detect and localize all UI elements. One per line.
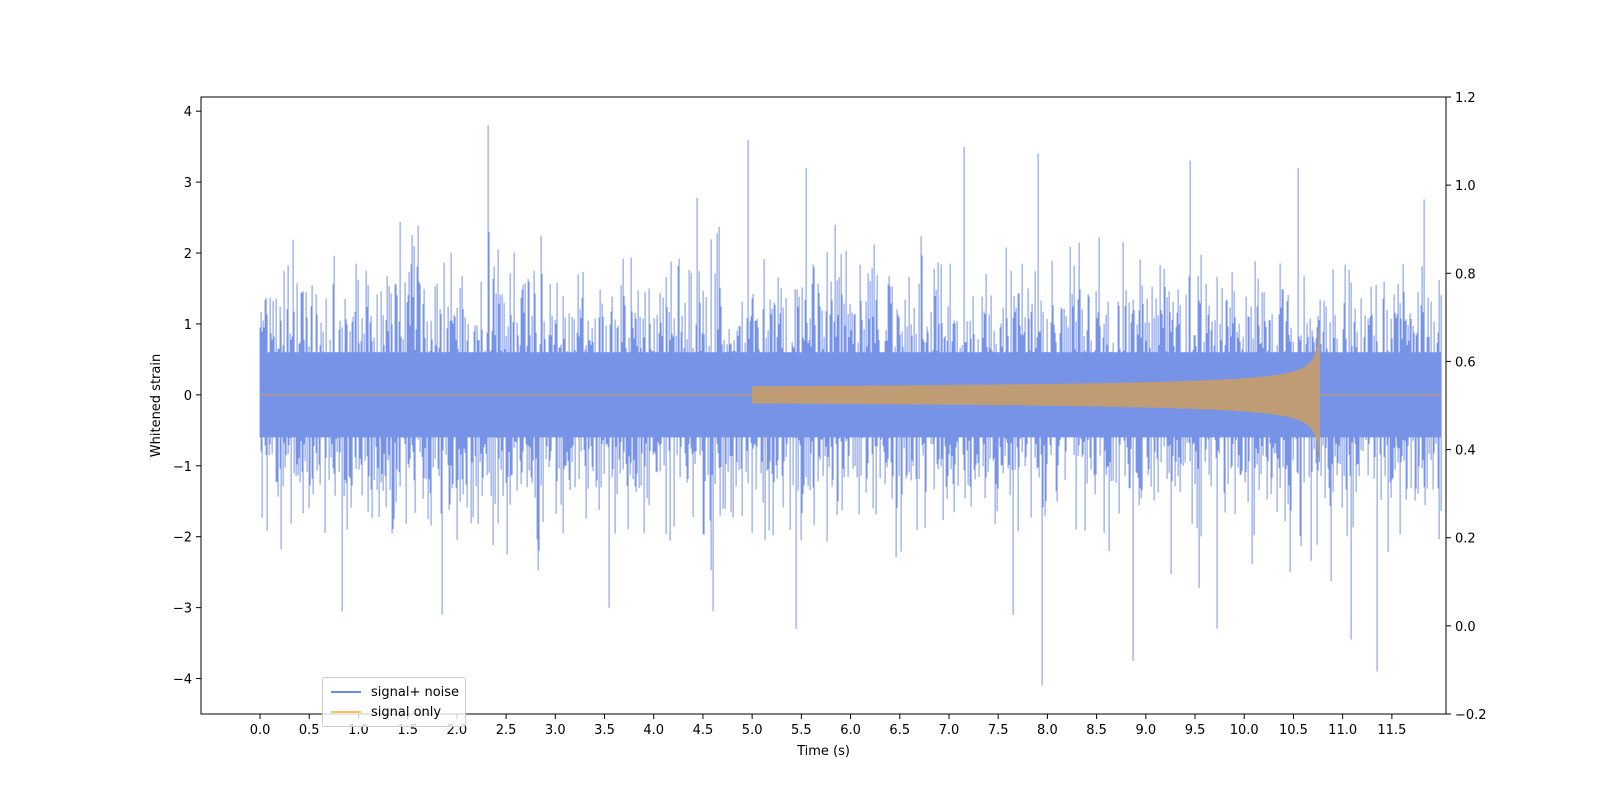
x-tick-label: 8.0 bbox=[1037, 723, 1058, 738]
legend-swatch-signal-only bbox=[331, 711, 361, 713]
x-tick-label: 3.5 bbox=[594, 723, 615, 738]
legend-item-signal-noise: signal+ noise bbox=[331, 683, 459, 701]
y-axis-label: Whitened strain bbox=[149, 354, 164, 457]
x-tick-label: 2.5 bbox=[496, 723, 517, 738]
legend-swatch-signal-noise bbox=[331, 691, 361, 693]
y-axis-left: 4 3 2 1 0 −1 −2 −3 −4 bbox=[173, 105, 201, 688]
y-axis-right: 1.2 1.0 0.8 0.6 0.4 0.2 0.0 −0.2 bbox=[1446, 91, 1487, 723]
x-tick-label: 7.0 bbox=[939, 723, 960, 738]
x-tick-label: 5.5 bbox=[791, 723, 812, 738]
x-tick-label: 10.0 bbox=[1230, 723, 1259, 738]
legend-label-signal-noise: signal+ noise bbox=[371, 684, 460, 700]
plot-area bbox=[259, 125, 1442, 686]
x-axis-label: Time (s) bbox=[796, 744, 850, 759]
x-tick-label: 3.0 bbox=[545, 723, 566, 738]
x-tick-label: 7.5 bbox=[988, 723, 1009, 738]
y2-tick-label: 0.4 bbox=[1455, 444, 1476, 459]
y-tick-label: 2 bbox=[184, 247, 192, 262]
legend-item-signal-only: signal only bbox=[331, 703, 441, 721]
y-tick-label: 4 bbox=[184, 105, 192, 120]
y2-tick-label: 0.2 bbox=[1455, 532, 1476, 547]
x-tick-label: 5.0 bbox=[742, 723, 763, 738]
y-tick-label: −2 bbox=[173, 531, 192, 546]
x-tick-label: 8.5 bbox=[1086, 723, 1107, 738]
legend-label-signal-only: signal only bbox=[371, 704, 442, 720]
y2-tick-label: −0.2 bbox=[1455, 708, 1487, 723]
x-tick-label: 10.5 bbox=[1279, 723, 1308, 738]
y2-tick-label: 0.0 bbox=[1455, 620, 1476, 635]
y-tick-label: 0 bbox=[184, 389, 192, 404]
y-tick-label: 3 bbox=[184, 176, 192, 191]
y-tick-label: −1 bbox=[173, 460, 192, 475]
x-tick-label: 9.5 bbox=[1185, 723, 1206, 738]
x-tick-label: 11.0 bbox=[1328, 723, 1357, 738]
y-tick-label: −3 bbox=[173, 602, 192, 617]
x-tick-label: 11.5 bbox=[1377, 723, 1406, 738]
x-tick-label: 9.0 bbox=[1135, 723, 1156, 738]
y2-tick-label: 0.8 bbox=[1455, 267, 1476, 282]
legend: signal+ noise signal only bbox=[322, 677, 466, 727]
y-tick-label: 1 bbox=[184, 318, 192, 333]
y2-tick-label: 1.0 bbox=[1455, 179, 1476, 194]
x-tick-label: 6.0 bbox=[840, 723, 861, 738]
x-tick-label: 6.5 bbox=[889, 723, 910, 738]
y2-tick-label: 1.2 bbox=[1455, 91, 1476, 106]
x-tick-label: 0.0 bbox=[250, 723, 271, 738]
x-tick-label: 0.5 bbox=[299, 723, 320, 738]
y2-tick-label: 0.6 bbox=[1455, 355, 1476, 370]
x-tick-label: 4.5 bbox=[693, 723, 714, 738]
axes-frame bbox=[200, 96, 1447, 715]
y-tick-label: −4 bbox=[173, 673, 192, 688]
x-tick-label: 4.0 bbox=[643, 723, 664, 738]
